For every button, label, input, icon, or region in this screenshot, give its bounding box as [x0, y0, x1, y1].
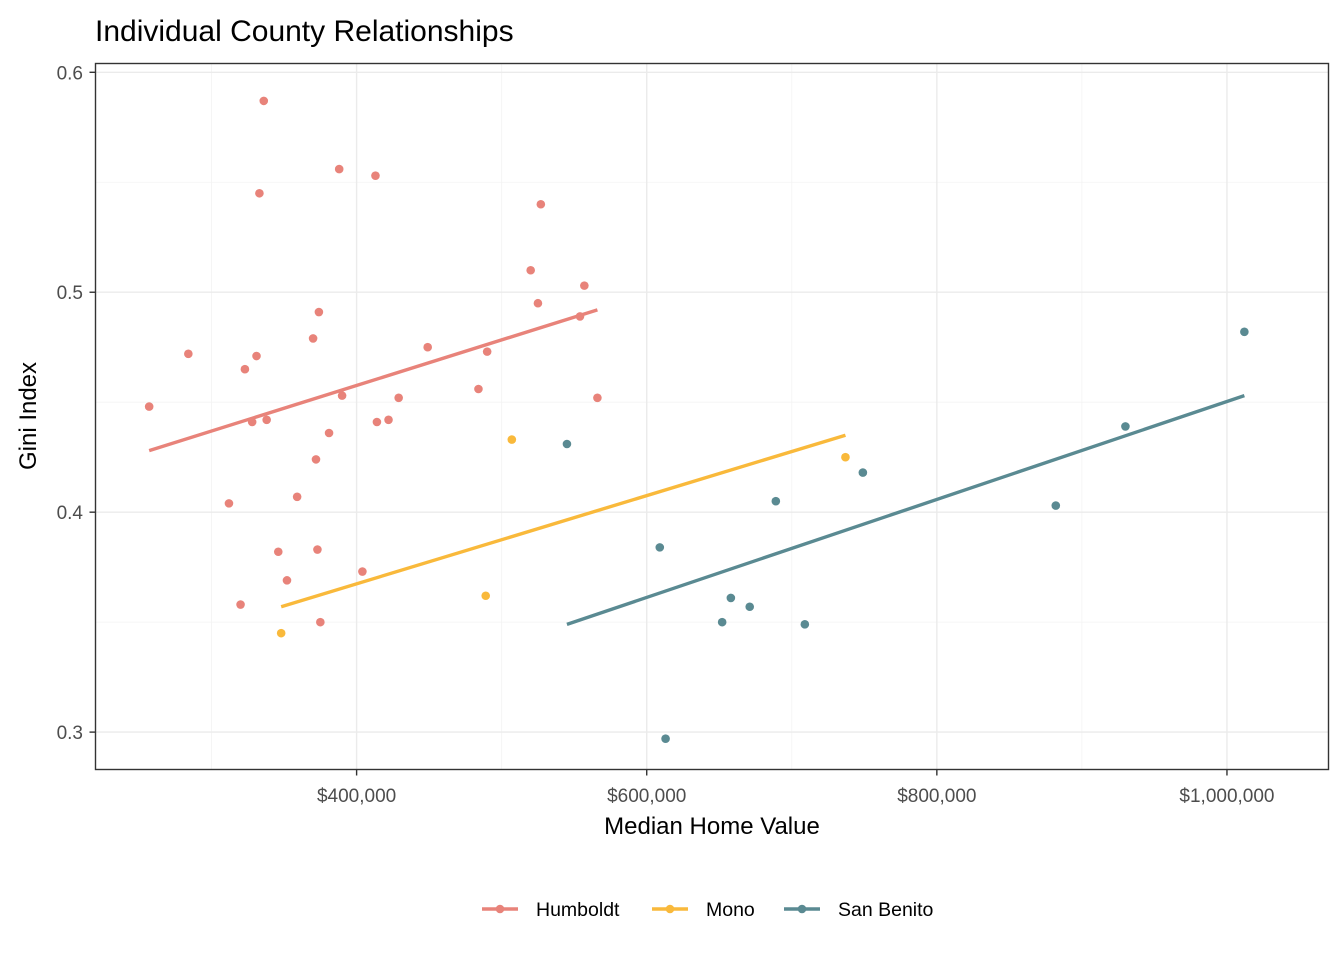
data-point-humboldt — [308, 334, 318, 343]
legend-key-point-san-benito — [797, 904, 807, 914]
data-point-humboldt — [423, 342, 432, 352]
x-tick-label: $400,000 — [317, 786, 396, 807]
data-point-humboldt — [482, 347, 492, 356]
data-point-humboldt — [536, 199, 546, 209]
y-axis-label: Gini Index — [15, 362, 42, 470]
legend-label-mono: Mono — [706, 899, 755, 921]
x-tick-label: $800,000 — [897, 786, 976, 807]
y-axis: 0.3 0.4 0.5 0.6 — [57, 63, 96, 744]
data-point-san-benito — [858, 468, 868, 477]
data-point-humboldt — [313, 545, 322, 554]
plot-border — [94, 62, 1330, 771]
data-point-humboldt — [292, 492, 302, 502]
x-axis-label: Median Home Value — [604, 813, 820, 840]
data-point-san-benito — [655, 543, 665, 552]
legend: Humboldt Mono San Benito — [482, 899, 934, 921]
legend-key-point-humboldt — [495, 904, 505, 914]
data-point-san-benito — [661, 734, 670, 744]
legend-label-humboldt: Humboldt — [536, 899, 620, 921]
data-point-humboldt — [259, 96, 269, 106]
data-point-humboldt — [262, 415, 271, 425]
data-point-mono — [481, 591, 491, 601]
data-point-san-benito — [1121, 422, 1130, 431]
data-point-humboldt — [273, 547, 283, 557]
trend-line-humboldt — [148, 308, 598, 453]
data-point-humboldt — [337, 391, 347, 400]
data-point-humboldt — [282, 576, 292, 585]
chart-title: Individual County Relationships — [95, 15, 514, 48]
y-tick-label: 0.5 — [57, 283, 83, 304]
data-point-humboldt — [371, 171, 380, 180]
data-point-humboldt — [324, 428, 334, 438]
plot-panel — [94, 62, 1330, 771]
data-point-mono — [276, 628, 286, 638]
x-tick-label: $1,000,000 — [1179, 786, 1274, 807]
trend-line-san-benito — [566, 393, 1245, 626]
grid — [95, 63, 1329, 770]
data-point-humboldt — [580, 281, 589, 290]
trend-line-mono — [280, 433, 846, 609]
data-point-san-benito — [562, 439, 572, 449]
legend-key-point-mono — [665, 904, 675, 914]
data-point-humboldt — [252, 351, 261, 361]
data-point-humboldt — [334, 164, 344, 174]
data-point-mono — [841, 452, 850, 462]
data-point-humboldt — [311, 455, 321, 464]
trend-lines — [148, 308, 1245, 626]
data-point-humboldt — [255, 188, 264, 198]
data-point-humboldt — [384, 415, 393, 425]
x-tick-label: $600,000 — [607, 786, 686, 807]
data-point-san-benito — [745, 602, 755, 612]
y-tick-label: 0.4 — [57, 503, 84, 524]
data-point-san-benito — [726, 593, 736, 603]
data-point-humboldt — [474, 384, 483, 394]
data-point-humboldt — [372, 417, 382, 427]
y-tick-label: 0.6 — [57, 63, 83, 84]
data-point-humboldt — [533, 298, 543, 308]
data-point-humboldt — [316, 617, 325, 627]
data-point-humboldt — [224, 499, 234, 508]
data-point-san-benito — [1240, 327, 1249, 337]
y-tick-label: 0.3 — [57, 723, 83, 744]
legend-label-san-benito: San Benito — [838, 899, 934, 921]
data-point-humboldt — [184, 349, 193, 359]
data-point-san-benito — [800, 620, 810, 629]
data-point-humboldt — [526, 265, 535, 275]
data-point-humboldt — [394, 393, 403, 403]
data-point-humboldt — [314, 307, 324, 317]
data-point-san-benito — [1051, 501, 1061, 510]
data-point-mono — [507, 435, 517, 444]
data-point-san-benito — [717, 617, 727, 627]
data-point-humboldt — [236, 600, 245, 609]
data-point-humboldt — [358, 567, 367, 576]
data-point-humboldt — [240, 364, 250, 374]
x-axis: $400,000 $600,000 $800,000 $1,000,000 — [317, 769, 1275, 807]
data-point-humboldt — [247, 417, 257, 427]
data-point-humboldt — [144, 402, 154, 411]
data-point-humboldt — [593, 393, 602, 403]
data-point-humboldt — [575, 312, 585, 321]
data-point-san-benito — [771, 496, 781, 506]
data-points — [144, 96, 1249, 744]
